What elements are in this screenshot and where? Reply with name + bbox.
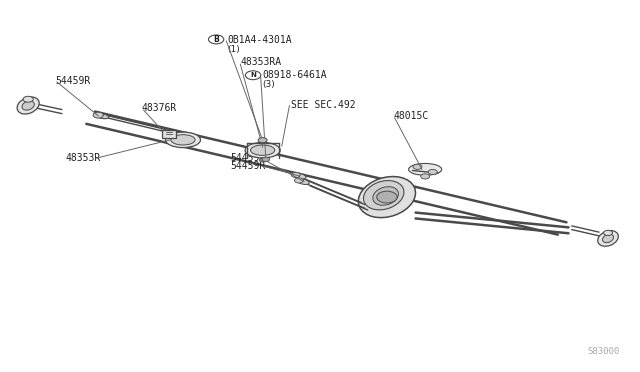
Circle shape xyxy=(413,164,422,169)
Text: 48376R: 48376R xyxy=(141,103,177,113)
Ellipse shape xyxy=(358,177,415,218)
Text: N: N xyxy=(250,72,256,78)
Ellipse shape xyxy=(97,114,109,119)
Text: 0B1A4-4301A: 0B1A4-4301A xyxy=(228,35,292,45)
Ellipse shape xyxy=(408,163,442,175)
Ellipse shape xyxy=(293,173,306,179)
Text: (3): (3) xyxy=(262,80,275,89)
Circle shape xyxy=(428,169,437,174)
Text: SEE SEC.492: SEE SEC.492 xyxy=(291,100,356,110)
Text: 54459R: 54459R xyxy=(231,153,266,163)
Circle shape xyxy=(377,191,397,203)
Circle shape xyxy=(604,230,612,235)
Text: B: B xyxy=(213,35,219,44)
Ellipse shape xyxy=(598,231,618,246)
Text: 48015C: 48015C xyxy=(394,111,429,121)
Text: 48353RA: 48353RA xyxy=(241,57,282,67)
Circle shape xyxy=(23,96,33,102)
Ellipse shape xyxy=(171,135,195,145)
Text: 54459R: 54459R xyxy=(231,161,266,171)
Circle shape xyxy=(291,172,300,177)
Circle shape xyxy=(294,178,303,183)
Ellipse shape xyxy=(296,179,309,185)
Text: 08918-6461A: 08918-6461A xyxy=(262,70,327,80)
Circle shape xyxy=(258,138,267,143)
Ellipse shape xyxy=(22,101,35,110)
Ellipse shape xyxy=(166,132,200,148)
Text: 54459R: 54459R xyxy=(56,76,91,86)
Ellipse shape xyxy=(250,145,275,155)
Circle shape xyxy=(93,112,103,118)
Text: (1): (1) xyxy=(228,45,241,54)
Circle shape xyxy=(420,174,429,179)
Ellipse shape xyxy=(17,97,39,114)
Text: S83000: S83000 xyxy=(588,347,620,356)
Text: 48353R: 48353R xyxy=(65,153,100,163)
Circle shape xyxy=(259,158,266,162)
Ellipse shape xyxy=(364,180,404,210)
Ellipse shape xyxy=(373,187,399,205)
Ellipse shape xyxy=(245,142,280,158)
Ellipse shape xyxy=(602,234,614,243)
Circle shape xyxy=(262,157,269,161)
Bar xyxy=(162,130,176,138)
